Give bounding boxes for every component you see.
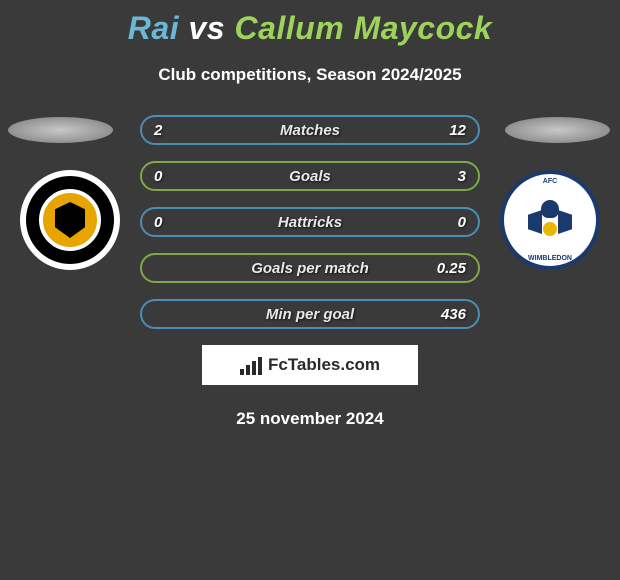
club-badge-right-inner (520, 190, 580, 250)
stat-right-value: 0 (458, 214, 466, 231)
stat-right-value: 0.25 (437, 260, 466, 277)
stat-row-min-per-goal: Min per goal 436 (140, 299, 480, 329)
stat-label: Goals (289, 168, 331, 185)
club-badge-right: AFC WIMBLEDON (500, 170, 600, 270)
source-logo: FcTables.com (202, 345, 418, 385)
stat-label: Goals per match (251, 260, 369, 277)
stat-label: Matches (280, 122, 340, 139)
vs-separator: vs (188, 10, 225, 46)
stat-row-goals: 0 Goals 3 (140, 161, 480, 191)
stat-rows-container: 2 Matches 12 0 Goals 3 0 Hattricks 0 Goa… (140, 115, 480, 329)
player2-name: Callum Maycock (234, 10, 492, 46)
stat-row-matches: 2 Matches 12 (140, 115, 480, 145)
stat-row-hattricks: 0 Hattricks 0 (140, 207, 480, 237)
stat-label: Hattricks (278, 214, 342, 231)
comparison-title: Rai vs Callum Maycock (0, 0, 620, 47)
eagle-icon (528, 198, 572, 242)
stat-left-value: 0 (154, 168, 162, 185)
club-badge-left (20, 170, 120, 270)
club-badge-left-ring (39, 189, 101, 251)
player2-shadow (505, 117, 610, 143)
player1-name: Rai (128, 10, 179, 46)
stat-right-value: 12 (449, 122, 466, 139)
stat-left-value: 2 (154, 122, 162, 139)
source-logo-text: FcTables.com (268, 355, 380, 375)
date-label: 25 november 2024 (0, 409, 620, 429)
player1-shadow (8, 117, 113, 143)
stat-right-value: 436 (441, 306, 466, 323)
shield-icon (55, 202, 85, 238)
badge-right-text-bottom: WIMBLEDON (528, 255, 572, 262)
stat-right-value: 3 (458, 168, 466, 185)
bar-chart-icon (240, 355, 262, 375)
badge-right-text-top: AFC (543, 178, 557, 185)
content-area: AFC WIMBLEDON 2 Matches 12 0 Goals 3 0 H… (0, 115, 620, 429)
stat-left-value: 0 (154, 214, 162, 231)
stat-label: Min per goal (266, 306, 354, 323)
stat-row-goals-per-match: Goals per match 0.25 (140, 253, 480, 283)
subtitle: Club competitions, Season 2024/2025 (0, 65, 620, 85)
